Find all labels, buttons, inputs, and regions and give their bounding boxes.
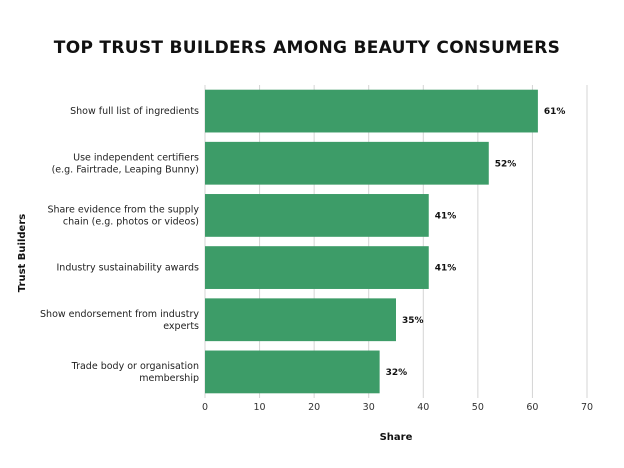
bar [205,194,429,237]
x-tick-label: 30 [363,402,375,413]
x-tick-label: 60 [526,402,538,413]
x-tick-label: 20 [308,402,320,413]
category-label: Show endorsement from industry experts [40,309,199,332]
x-tick-label: 50 [472,402,484,413]
bar [205,298,396,342]
value-label: 41% [435,211,457,221]
chart-title: TOP TRUST BUILDERS AMONG BEAUTY CONSUMER… [54,38,560,58]
category-label: Use independent certifiers (e.g. Fairtrad… [52,152,199,175]
x-tick-label: 10 [254,402,266,413]
bar [205,246,429,289]
bar [205,141,489,185]
x-tick-label: 70 [581,402,593,413]
y-axis-title: Trust Builders [17,214,28,292]
category-label: Trade body or organisation membership [71,361,199,384]
bars [205,89,538,394]
category-labels: Show full list of ingredients Use indepen… [40,106,199,384]
bar [205,350,380,394]
bar [205,89,538,133]
x-axis-title: Share [380,432,413,443]
value-labels: 61% 52% 41% 41% 35% 32% [386,107,566,378]
category-label: Show full list of ingredients [70,106,199,117]
value-label: 35% [402,316,424,326]
category-label: Share evidence from the supply chain (e.g… [47,204,199,227]
x-tick-label: 0 [202,402,208,413]
value-label: 52% [495,159,517,169]
value-label: 61% [544,107,566,117]
value-label: 41% [435,264,457,274]
x-axis-ticks: 0 10 20 30 40 50 60 70 [202,402,593,413]
gridlines [204,85,588,398]
category-label: Industry sustainability awards [57,263,200,274]
x-tick-label: 40 [417,402,429,413]
value-label: 32% [386,368,408,378]
